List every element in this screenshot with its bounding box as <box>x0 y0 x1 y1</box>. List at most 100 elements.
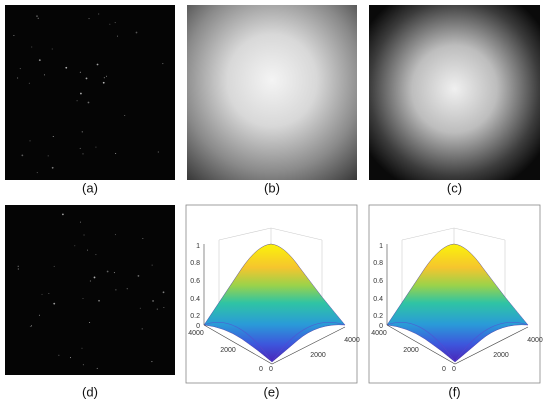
star <box>114 234 116 236</box>
star <box>28 82 30 84</box>
star <box>17 265 19 267</box>
z-tick-label: 0.8 <box>373 260 383 267</box>
axis-line <box>203 324 346 365</box>
image-panel <box>187 5 357 180</box>
y-tick-label: 4000 <box>371 330 387 337</box>
star <box>85 77 88 80</box>
star <box>156 308 158 310</box>
image-panel <box>5 205 175 375</box>
star <box>93 276 96 279</box>
panel-label: (a) <box>82 180 98 195</box>
star <box>152 300 154 302</box>
star <box>96 367 98 369</box>
star <box>109 23 111 25</box>
axis-box <box>453 227 506 241</box>
image-panel <box>369 5 540 180</box>
y-tick-label: 2000 <box>403 347 419 354</box>
star <box>115 152 117 154</box>
star <box>115 289 117 291</box>
star <box>19 68 21 70</box>
star <box>105 75 107 77</box>
star <box>43 74 45 76</box>
star <box>113 272 115 274</box>
panel-label: (c) <box>447 180 462 195</box>
star <box>87 249 89 251</box>
x-tick-label: 4000 <box>527 337 543 344</box>
x-tick-label: 0 <box>269 366 273 373</box>
star <box>31 46 33 48</box>
star <box>37 17 39 19</box>
star <box>151 361 153 363</box>
z-tick-label: 0 <box>196 323 200 330</box>
star <box>38 59 41 62</box>
z-tick-label: 0.4 <box>190 296 200 303</box>
z-tick-label: 1 <box>379 243 383 250</box>
star <box>58 354 60 356</box>
x-tick-label: 0 <box>452 366 456 373</box>
star <box>89 280 91 282</box>
star <box>141 328 143 330</box>
star <box>82 298 84 300</box>
star <box>52 135 54 137</box>
star <box>36 172 38 174</box>
star <box>117 35 119 37</box>
star <box>29 326 31 328</box>
star <box>61 213 64 216</box>
star <box>126 288 128 290</box>
star <box>157 151 159 153</box>
star <box>29 140 31 142</box>
star <box>48 293 50 295</box>
star <box>74 245 76 247</box>
star <box>102 81 105 84</box>
x-tick-label: 2000 <box>310 352 326 359</box>
z-tick-label: 0 <box>379 323 383 330</box>
panels: (a) (b) (c)(d)00.20.40.60.8102000400002000… <box>5 5 543 399</box>
star <box>163 306 165 308</box>
panel-label: (d) <box>82 384 98 399</box>
star <box>82 364 84 366</box>
star <box>98 299 100 302</box>
x-tick-label: 2000 <box>493 352 509 359</box>
x-tick-label: 4000 <box>344 337 360 344</box>
star <box>95 146 97 148</box>
star <box>36 15 38 18</box>
star <box>124 114 126 116</box>
star <box>47 155 49 157</box>
star <box>79 71 81 73</box>
star <box>151 264 153 266</box>
z-tick-label: 0.6 <box>373 278 383 285</box>
star <box>95 254 97 256</box>
star <box>79 147 81 149</box>
star <box>80 92 82 95</box>
z-tick-label: 0.2 <box>373 313 383 320</box>
star <box>103 77 105 79</box>
star <box>96 63 99 66</box>
z-tick-label: 1 <box>196 243 200 250</box>
star <box>82 153 84 155</box>
star <box>17 268 19 270</box>
star <box>51 48 53 50</box>
y-tick-label: 2000 <box>220 347 236 354</box>
star <box>139 307 141 309</box>
star <box>98 13 100 15</box>
star <box>21 154 24 157</box>
star <box>81 131 83 133</box>
star <box>38 314 40 316</box>
star <box>114 22 116 24</box>
axis-box <box>218 227 272 241</box>
star <box>65 66 68 69</box>
y-tick-label: 4000 <box>188 330 204 337</box>
z-tick-label: 0.2 <box>190 313 200 320</box>
star <box>89 321 91 323</box>
surface-edge <box>203 322 346 363</box>
y-tick-label: 0 <box>259 366 263 373</box>
star <box>41 293 43 295</box>
star <box>87 101 90 104</box>
star <box>106 270 109 273</box>
z-tick-label: 0.6 <box>190 278 200 285</box>
star <box>51 166 54 169</box>
star <box>137 275 140 277</box>
star <box>142 238 144 240</box>
axis-box <box>270 227 323 241</box>
